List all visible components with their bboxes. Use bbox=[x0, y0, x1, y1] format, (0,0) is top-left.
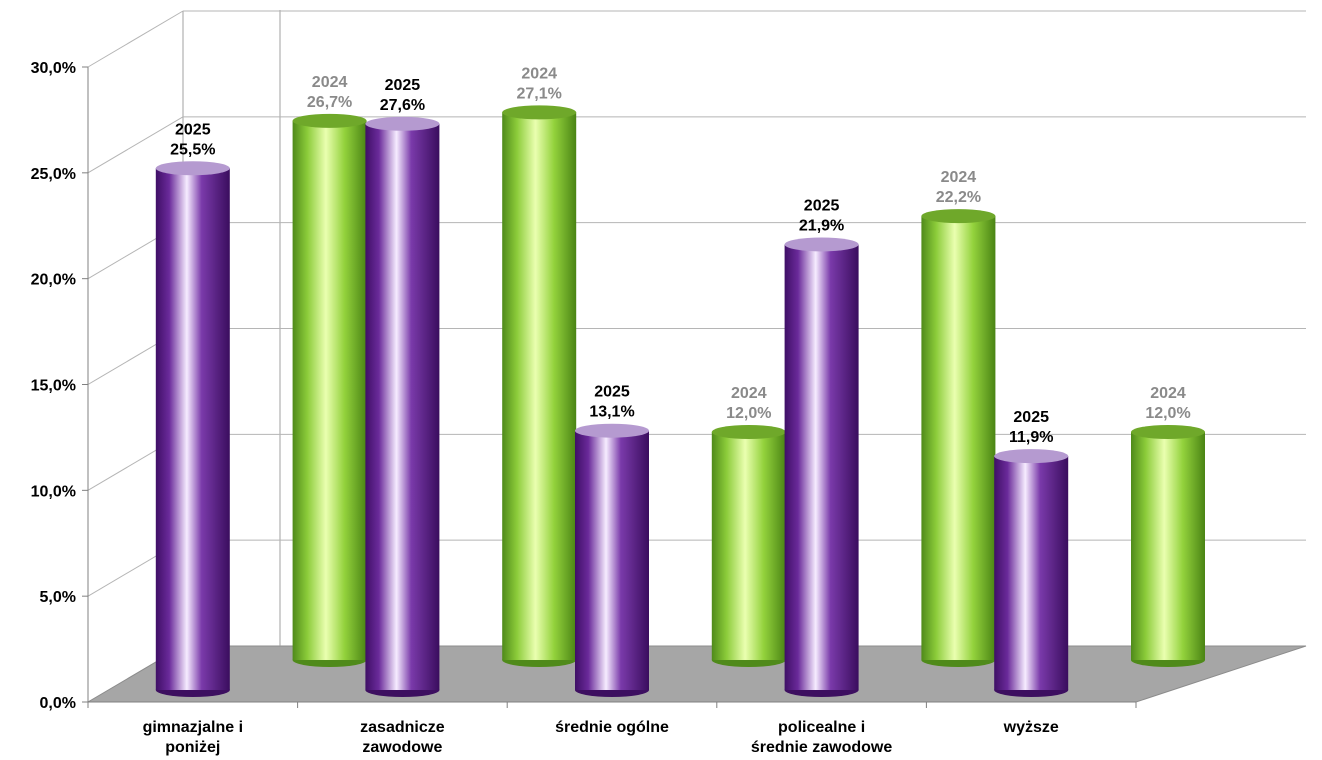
category-label: zasadnicze zawodowe bbox=[360, 719, 445, 756]
bar-2025-2 bbox=[575, 423, 649, 697]
data-label-series: 2024 bbox=[941, 169, 977, 186]
bar-top bbox=[292, 113, 367, 128]
bar-body bbox=[994, 456, 1069, 690]
bar-body bbox=[575, 430, 649, 690]
data-label-series: 2025 bbox=[385, 77, 421, 94]
bar-2025-0 bbox=[155, 161, 230, 697]
data-label-value: 27,6% bbox=[380, 97, 425, 114]
data-label-value: 26,7% bbox=[307, 94, 352, 111]
bar-top bbox=[575, 423, 649, 438]
bar-top bbox=[921, 209, 996, 224]
bar-2024-0 bbox=[292, 113, 367, 667]
bar-top bbox=[994, 449, 1069, 464]
bar-top bbox=[155, 161, 230, 176]
category-label: średnie ogólne bbox=[555, 719, 669, 736]
data-label-value: 21,9% bbox=[799, 217, 844, 234]
bar-body bbox=[921, 216, 996, 660]
data-label-value: 25,5% bbox=[170, 141, 215, 158]
data-label-series: 2024 bbox=[1150, 385, 1186, 402]
bar-2024-3 bbox=[921, 209, 996, 667]
data-label-series: 2025 bbox=[1013, 409, 1049, 426]
y-tick-label: 20,0% bbox=[31, 272, 76, 289]
gridline-side bbox=[87, 116, 184, 174]
bar-body bbox=[711, 432, 786, 660]
bar-body bbox=[1131, 432, 1205, 660]
x-axis: gimnazjalne i poniżej zasadnicze zawodowe śr… bbox=[87, 701, 1137, 756]
bar-top bbox=[365, 116, 440, 131]
bar-2025-1 bbox=[365, 116, 440, 697]
y-tick-label: 5,0% bbox=[40, 589, 76, 606]
y-tick-label: 30,0% bbox=[31, 60, 76, 77]
data-label-series: 2024 bbox=[521, 65, 557, 82]
data-label-series: 2024 bbox=[312, 74, 348, 91]
data-label-value: 13,1% bbox=[589, 404, 634, 421]
bar-2024-4 bbox=[1131, 425, 1205, 667]
bar-top bbox=[502, 105, 577, 120]
bar-body bbox=[155, 168, 230, 690]
bar-body bbox=[502, 112, 577, 661]
bar-body bbox=[292, 120, 367, 661]
y-tick-label: 15,0% bbox=[31, 378, 76, 395]
gridline-side bbox=[87, 10, 184, 68]
data-label-series: 2025 bbox=[804, 197, 840, 214]
bar-body bbox=[784, 244, 859, 690]
y-tick-label: 0,0% bbox=[40, 695, 76, 712]
data-label-value: 11,9% bbox=[1009, 429, 1053, 446]
data-label-value: 27,1% bbox=[517, 85, 562, 102]
data-label-value: 12,0% bbox=[1145, 405, 1190, 422]
data-label-value: 22,2% bbox=[936, 189, 981, 206]
bar-body bbox=[365, 123, 440, 691]
data-label-series: 2025 bbox=[175, 121, 211, 138]
bar-top bbox=[784, 237, 859, 252]
data-label-series: 2025 bbox=[594, 384, 630, 401]
y-tick-label: 10,0% bbox=[31, 483, 76, 500]
bar-2024-1 bbox=[502, 105, 577, 667]
category-label: wyższe bbox=[1003, 719, 1059, 736]
category-label: gimnazjalne i poniżej bbox=[143, 719, 243, 756]
chart-walls bbox=[86, 10, 1307, 703]
floor bbox=[86, 645, 1307, 703]
bar-top bbox=[711, 425, 786, 439]
data-label-value: 12,0% bbox=[726, 405, 771, 422]
y-axis: 0,0% 5,0% 10,0% 15,0% 20,0% 25,0% 30,0% bbox=[31, 60, 89, 712]
bar-2025-3 bbox=[784, 237, 859, 697]
bar-2024-2 bbox=[711, 425, 786, 667]
bar-2025-4 bbox=[994, 449, 1069, 697]
bar-top bbox=[1131, 425, 1205, 439]
y-tick-label: 25,0% bbox=[31, 166, 76, 183]
category-label: policealne i średnie zawodowe bbox=[751, 719, 892, 756]
bars: 2024 26,7% 2024 27,1% 2024 12,0% 2024 22,2% 2024… bbox=[155, 65, 1205, 697]
data-label-series: 2024 bbox=[731, 385, 767, 402]
